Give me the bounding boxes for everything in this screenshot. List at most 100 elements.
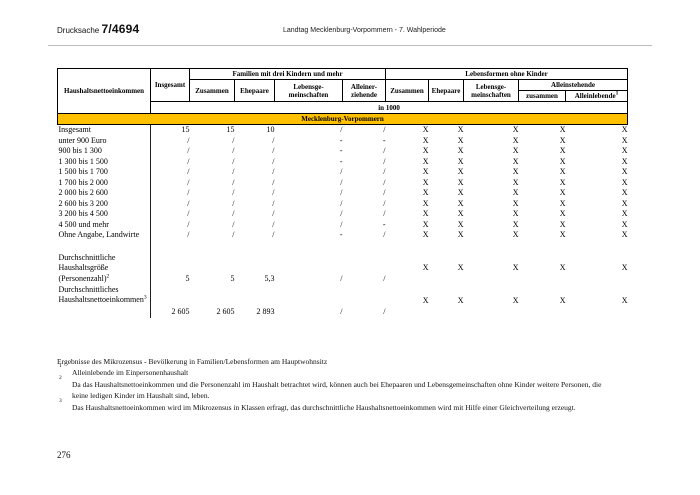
cell-value: X [512,125,519,134]
row-label: 1 300 bis 1 500 [57,156,151,167]
cell-value: / [383,167,386,176]
cell-value: X [559,177,566,187]
cell-value: / [383,177,386,187]
row-label: 3 200 bis 4 500 [57,209,151,220]
cell-value: X [422,156,429,166]
footnote-ref-3: 3 [143,294,147,301]
row-label: unter 900 Euro [57,135,151,146]
footnote-item: 1 Alleinlebende im Einpersonenhaushalt [59,363,189,378]
cell-value: X [621,188,628,197]
cell-value: / [340,188,343,197]
cell-value: / [187,156,190,166]
page-number: 276 [57,450,71,460]
row-label: 1 700 bis 2 000 [57,177,151,188]
cell-value: / [232,177,235,187]
cell-value: X [422,209,429,218]
cell-value: / [187,230,190,239]
cell-value: X [512,188,519,197]
summary-x-value: X [512,263,519,273]
cell-value: X [457,167,464,176]
cell-value: / [187,219,190,229]
cell-value: / [232,135,235,145]
header-row-alleinstehende: zusammen Alleinlebende1 [58,90,629,102]
table-row: 1 700 bis 2 000 / / / / / X X X X X [57,177,628,188]
cell-value: X [457,188,464,197]
cell-value: X [559,167,566,176]
header-rule [48,45,652,46]
cell-value: / [187,209,190,218]
cell-value: X [621,177,628,187]
table-row: Insgesamt 15 15 10 / / X X X X X [57,124,628,136]
cell-value: / [340,209,343,218]
row-label: 2 600 bis 3 200 [57,198,151,209]
summary-x-value: X [559,295,566,305]
cell-value: X [621,146,628,155]
summary-value: 5 [230,274,235,283]
summary-value: 2 605 [216,307,235,316]
summary-value: 5,3 [264,274,275,283]
cell-value: / [383,198,386,208]
cell-value: - [339,146,343,155]
summary-value: 2 605 [171,307,190,316]
unit-label: in 1000 [149,101,629,114]
summary-x-value: X [559,263,566,273]
cell-value: / [232,219,235,229]
cell-value: / [340,198,343,208]
footnote-ref-1: 1 [615,90,619,97]
cell-value: / [383,230,386,239]
cell-value: X [512,146,519,155]
cell-value: / [383,125,386,134]
document-number: 7/4694 [101,22,140,36]
cell-value: - [339,230,343,239]
cell-value: X [512,135,519,145]
cell-value: X [457,135,464,145]
region-band-label: Mecklenburg-Vorpommern [56,113,629,125]
table-row: 2 600 bis 3 200 / / / / / X X X X X [57,198,628,209]
spacer-row [57,240,628,253]
table-row: unter 900 Euro / / / - - X X X X X [57,135,628,146]
document-id-label: Drucksache [57,26,100,35]
cell-value: / [272,167,275,176]
summary-value: / [383,274,386,283]
cell-value: X [422,125,429,134]
document-id: Drucksache 7/4694 [57,22,139,36]
footnote-text: Das Haushaltsnettoeinkommen wird im Mikr… [72,402,576,412]
cell-value: X [559,135,566,145]
row-label: 900 bis 1 300 [57,146,151,157]
cell-value: / [187,188,190,197]
cell-value: X [512,167,519,176]
cell-value: X [621,230,628,239]
cell-value: / [340,219,343,229]
col-header-insgesamt: Insgesamt [150,68,190,102]
cell-value: / [272,177,275,187]
table-row: 2 000 bis 2 600 / / / / / X X X X X [57,188,628,199]
table-row: 3 200 bis 4 500 / / / / / X X X X X [57,209,628,220]
cell-value: 15 [226,125,235,134]
statistics-table: Haushaltsnettoeinkommen Insgesamt Famili… [56,68,629,318]
cell-value: / [232,198,235,208]
cell-value: X [457,146,464,155]
cell-value: / [272,198,275,208]
footnote-text: Alleinlebende im Einpersonenhaushalt [72,368,189,378]
col-header-lebensgemeinschaften-1: Lebensge-meinschaften [274,79,343,102]
cell-value: X [457,230,464,239]
footnote-item: 2 Da das Haushaltsnettoeinkommen und die … [59,374,602,401]
footnote-text: Da das Haushaltsnettoeinkommen und die P… [72,379,602,401]
cell-value: X [512,219,519,229]
cell-value: X [559,125,566,134]
cell-value: - [339,135,343,145]
cell-value: / [232,209,235,218]
cell-value: / [187,146,190,155]
summary-row-label: Durchschnittliche Haushaltsgröße (Personen… [57,252,151,285]
col-header-ehepaare-2: Ehepaare [428,79,464,102]
running-header: Landtag Mecklenburg-Vorpommern - 7. Wahl… [283,27,446,34]
cell-value: X [621,167,628,176]
cell-value: X [422,177,429,187]
footnote-general: Ergebnisse des Mikrozensus - Bevölkerung… [57,357,328,366]
table-row: 900 bis 1 300 / / / - / X X X X X [57,146,628,157]
cell-value: X [422,135,429,145]
summary-row: Durchschnittliches Haushaltsnettoeinkomme… [57,284,628,318]
summary-value: / [383,307,386,316]
summary-x-value: X [512,295,519,305]
col-group-lebensformen: Lebensformen ohne Kinder [384,68,629,80]
